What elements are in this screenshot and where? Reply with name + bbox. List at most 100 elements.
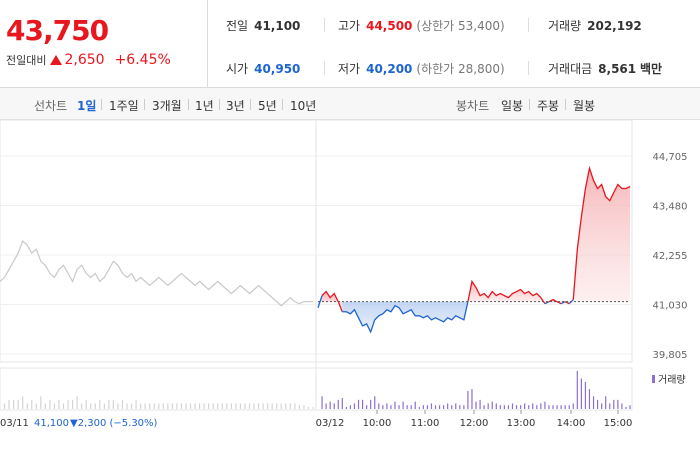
today-price-line-down xyxy=(560,301,566,305)
prev-volume-bar xyxy=(180,403,183,409)
tab-1day[interactable]: 1일 xyxy=(77,99,97,113)
today-volume-bar xyxy=(560,405,562,409)
today-volume-bar xyxy=(609,403,611,409)
stat-unit: 백만 xyxy=(639,62,663,76)
stat-value: 41,100 xyxy=(254,19,301,33)
y-gridlines xyxy=(0,120,632,410)
prev-volume-bar xyxy=(289,403,291,409)
today-volume-bar xyxy=(402,401,404,409)
today-volume-bar xyxy=(447,403,449,409)
today-volume-bar xyxy=(471,389,473,409)
today-volume-bar xyxy=(321,396,323,409)
prev-volume-bar xyxy=(90,403,92,409)
stat-trade-value: 거래대금 8,561 백만 xyxy=(548,60,662,77)
today-volume-bar xyxy=(540,403,542,409)
today-volume-bar xyxy=(475,401,477,409)
today-volume-bar xyxy=(382,405,384,409)
today-volume-bar xyxy=(378,403,380,409)
today-volume-bar xyxy=(503,405,505,409)
today-volume-bar xyxy=(333,403,335,409)
today-price-line-down xyxy=(544,301,550,305)
x-axis-labels: 03/12 10:00 11:00 12:00 13:00 14:00 15:00 xyxy=(316,410,632,429)
tab-monthly-candle[interactable]: 월봉 xyxy=(573,99,596,113)
prev-volume-bar xyxy=(40,396,42,409)
stat-value: 40,950 xyxy=(254,62,301,76)
prev-volume-bar xyxy=(239,403,242,409)
stat-label: 전일 xyxy=(226,19,249,33)
area-fills xyxy=(318,168,630,332)
tab-1week[interactable]: 1주일 xyxy=(109,99,139,113)
x-time-label: 10:00 xyxy=(363,418,392,429)
prev-volume-bar xyxy=(262,403,264,409)
tab-daily-candle[interactable]: 일봉 xyxy=(501,99,524,113)
today-volume-bar xyxy=(329,401,331,409)
volume-legend-swatch xyxy=(652,375,655,383)
today-volume-bar xyxy=(576,371,578,409)
today-volume-bar xyxy=(325,403,327,409)
prev-volume-bar xyxy=(235,403,237,409)
change-percent: +6.45% xyxy=(114,52,171,68)
volume-bars xyxy=(3,371,631,409)
today-volume-bar xyxy=(361,399,364,409)
stat-low: 저가 40,200 (하한가 28,800) xyxy=(338,60,505,77)
today-volume-bar xyxy=(366,405,368,409)
tab-1year[interactable]: 1년 xyxy=(195,99,214,113)
tab-3months[interactable]: 3개월 xyxy=(152,99,182,113)
stat-label: 시가 xyxy=(226,62,249,76)
stat-label: 거래대금 xyxy=(548,62,593,76)
today-volume-bar xyxy=(483,405,485,409)
today-volume-bar xyxy=(410,405,412,409)
today-price-line-down xyxy=(342,301,469,334)
price-lines xyxy=(0,165,631,334)
divider xyxy=(528,61,529,75)
today-volume-bar xyxy=(544,401,546,409)
prev-volume-bar xyxy=(198,403,201,409)
today-price-line-up xyxy=(572,165,631,300)
prev-volume-bar xyxy=(217,403,219,409)
today-volume-bar xyxy=(438,405,441,409)
prev-volume-bar xyxy=(298,405,300,409)
today-volume-bar xyxy=(337,399,339,409)
stat-label: 고가 xyxy=(338,19,361,33)
tab-5years[interactable]: 5년 xyxy=(258,99,277,113)
today-volume-bar xyxy=(596,399,599,409)
prev-volume-bar xyxy=(221,403,223,409)
tab-divider xyxy=(529,99,530,110)
tab-3years[interactable]: 3년 xyxy=(226,99,245,113)
today-volume-bar xyxy=(353,403,356,409)
prev-day-info: 03/11 41,100 ▼2,300 (−5.30%) xyxy=(0,418,158,429)
prev-volume-bar xyxy=(58,399,60,409)
prev-volume-bar xyxy=(267,403,269,409)
stat-value: 8,561 xyxy=(598,62,637,76)
today-volume-bar xyxy=(451,405,453,409)
tab-divider xyxy=(565,99,566,110)
prev-volume-bar xyxy=(67,399,69,409)
x-time-label: 14:00 xyxy=(557,418,586,429)
prev-volume-bar xyxy=(185,403,187,409)
today-volume-bar xyxy=(430,403,433,409)
today-volume-bar xyxy=(370,399,372,409)
today-volume-bar xyxy=(564,405,566,409)
today-volume-bar xyxy=(390,405,392,409)
stat-volume: 거래량 202,192 xyxy=(548,17,642,34)
divider xyxy=(324,61,325,75)
prev-volume-bar xyxy=(76,396,78,409)
prev-volume-bar xyxy=(189,403,192,409)
change-label: 전일대비 xyxy=(6,54,47,67)
stat-label: 저가 xyxy=(338,62,361,76)
candle-chart-label: 봉차트 xyxy=(456,99,490,113)
volume-legend-label: 거래량 xyxy=(658,374,686,386)
y-axis-labels: 44,705 43,480 42,255 41,030 39,805 xyxy=(653,152,688,361)
today-volume-bar xyxy=(345,407,347,409)
y-tick-label: 44,705 xyxy=(653,152,688,163)
prev-volume-bar xyxy=(153,403,155,409)
tab-10years[interactable]: 10년 xyxy=(290,99,317,113)
tab-divider xyxy=(282,99,283,110)
prev-volume-bar xyxy=(244,403,246,409)
today-volume-bar xyxy=(499,405,501,409)
prev-volume-bar xyxy=(117,403,119,409)
today-volume-bar xyxy=(491,401,493,409)
tab-weekly-candle[interactable]: 주봉 xyxy=(537,99,560,113)
prev-volume-bar xyxy=(276,403,278,409)
price-box: 43,750 전일대비 2,650 +6.45% xyxy=(0,0,208,88)
